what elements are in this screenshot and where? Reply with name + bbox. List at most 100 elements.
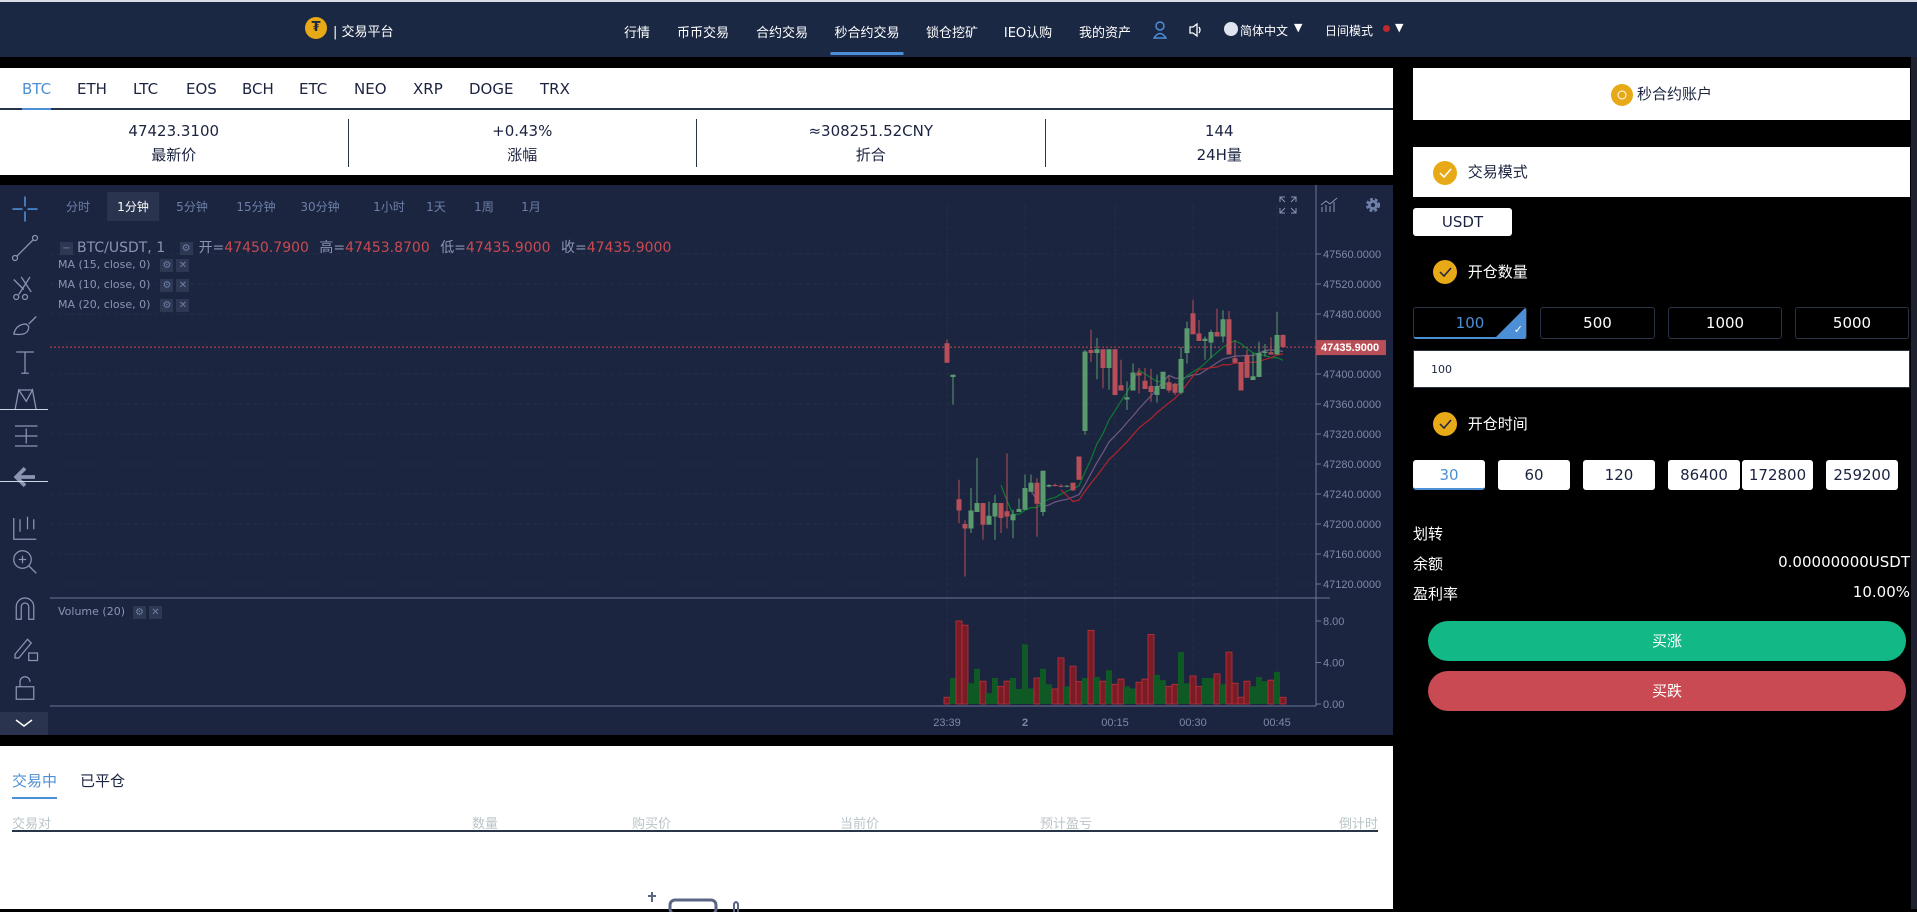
price-tick-label: 47400.0000: [1323, 369, 1381, 381]
coin-tab-doge[interactable]: DOGE: [469, 80, 514, 98]
crosshair-icon[interactable]: [10, 194, 40, 224]
amount-label: 开仓数量: [1467, 262, 1528, 281]
candle-body: [950, 374, 956, 377]
coin-tab-eth[interactable]: ETH: [77, 80, 107, 98]
interval-1w[interactable]: 1周: [474, 200, 494, 214]
tab-trading[interactable]: 交易中: [12, 770, 58, 799]
close-icon[interactable]: ✕: [149, 605, 162, 619]
time-option-259200[interactable]: 259200: [1826, 460, 1898, 490]
coin-tab-bch[interactable]: BCH: [242, 80, 274, 98]
close-icon[interactable]: ✕: [176, 298, 190, 312]
time-option-60[interactable]: 60: [1498, 460, 1570, 490]
volume-bar: [1250, 686, 1256, 704]
fullscreen-icon[interactable]: [1279, 196, 1297, 214]
sun-icon: [1383, 25, 1390, 32]
nav-spot[interactable]: 币币交易: [676, 26, 730, 41]
amount-option-5000[interactable]: 5000: [1795, 307, 1909, 339]
scrollbar[interactable]: [1911, 57, 1917, 909]
logo-icon[interactable]: ₮: [305, 17, 327, 39]
arrow-left-icon[interactable]: [10, 462, 40, 492]
interval-1mo[interactable]: 1月: [521, 200, 541, 214]
time-option-86400[interactable]: 86400: [1668, 460, 1740, 490]
time-option-172800[interactable]: 172800: [1742, 460, 1813, 490]
theme-toggle[interactable]: 日间模式: [1325, 24, 1374, 38]
coin-tab-trx[interactable]: TRX: [540, 80, 570, 98]
nav-contract[interactable]: 合约交易: [755, 26, 809, 41]
interval-1d[interactable]: 1天: [426, 200, 446, 214]
tab-closed[interactable]: 已平仓: [80, 772, 126, 790]
buy-up-button[interactable]: 买涨: [1428, 621, 1906, 661]
buy-down-button[interactable]: 买跌: [1428, 671, 1906, 711]
candle-body: [968, 510, 974, 529]
interval-30m[interactable]: 30分钟: [300, 200, 340, 214]
settings-gear-icon[interactable]: [1363, 195, 1383, 215]
close-label: 收=: [561, 240, 587, 256]
language-select[interactable]: 简体中文: [1240, 24, 1289, 38]
gear-icon[interactable]: ⚙: [160, 278, 174, 292]
toolbar-expand[interactable]: [0, 712, 48, 735]
nav-staking[interactable]: 锁仓挖矿: [925, 26, 979, 41]
price-chart[interactable]: 47560.0000 47520.0000 47480.0000 47400.0000…: [0, 185, 1393, 735]
amount-input[interactable]: 100: [1413, 350, 1910, 388]
gear-icon[interactable]: ⚙: [133, 605, 146, 619]
amount-section-title: 开仓数量: [1433, 260, 1528, 284]
balance-value: 0.00000000USDT: [1778, 553, 1910, 571]
brush-icon[interactable]: [10, 309, 40, 339]
gear-icon[interactable]: ⚙: [160, 298, 174, 312]
nav-market[interactable]: 行情: [623, 26, 651, 41]
chevron-down-icon: [15, 719, 33, 727]
candle-body: [1004, 511, 1010, 517]
volume-bar: [1178, 652, 1184, 704]
currency-usdt-button[interactable]: USDT: [1413, 208, 1512, 236]
interval-1m[interactable]: 1分钟: [107, 192, 159, 221]
selected-corner: [1496, 308, 1526, 337]
indicators-icon[interactable]: [1320, 197, 1338, 213]
trendline-icon[interactable]: [10, 233, 40, 263]
last-price-label: 47435.9000: [1321, 342, 1379, 354]
interval-time[interactable]: 分时: [65, 200, 91, 214]
brand-name[interactable]: | 交易平台: [333, 25, 394, 40]
volume-bar: [1274, 671, 1280, 704]
nav-second-contract[interactable]: 秒合约交易: [830, 22, 904, 55]
coin-tab-eos[interactable]: EOS: [186, 80, 217, 98]
pattern-icon[interactable]: [10, 385, 40, 415]
coin-tab-neo[interactable]: NEO: [354, 80, 387, 98]
gear-icon[interactable]: ⚙: [179, 241, 193, 255]
coin-tab-xrp[interactable]: XRP: [413, 80, 443, 98]
zoom-in-icon[interactable]: [10, 547, 40, 577]
candle-body: [1190, 313, 1196, 335]
indicator-ruler-icon[interactable]: [10, 513, 40, 543]
magnet-icon[interactable]: [10, 593, 40, 623]
amount-option-1000[interactable]: 1000: [1668, 307, 1782, 339]
lock-drawing-icon[interactable]: [10, 633, 40, 663]
time-section-title: 开仓时间: [1433, 412, 1528, 436]
coin-tab-etc[interactable]: ETC: [299, 80, 328, 98]
col-buy-price: 购买价: [632, 817, 672, 832]
close-icon[interactable]: ✕: [176, 258, 190, 272]
nav-ieo[interactable]: IEO认购: [1003, 26, 1053, 41]
amount-option-500[interactable]: 500: [1540, 307, 1655, 339]
text-tool-icon[interactable]: [10, 347, 40, 377]
interval-5m[interactable]: 5分钟: [176, 200, 208, 214]
collapse-icon[interactable]: −: [60, 241, 73, 255]
interval-1h[interactable]: 1小时: [373, 200, 405, 214]
speaker-icon[interactable]: [1188, 22, 1204, 38]
candle-body: [1112, 349, 1118, 395]
unlock-icon[interactable]: [10, 673, 40, 703]
measure-icon[interactable]: [10, 421, 40, 451]
time-option-120[interactable]: 120: [1583, 460, 1655, 490]
transfer-link[interactable]: 划转: [1413, 525, 1444, 543]
nav-assets[interactable]: 我的资产: [1078, 26, 1132, 41]
close-icon[interactable]: ✕: [176, 278, 190, 292]
coin-tab-ltc[interactable]: LTC: [133, 80, 159, 98]
volume-bar: [1057, 657, 1065, 705]
gear-icon[interactable]: ⚙: [160, 258, 174, 272]
pitchfork-icon[interactable]: [10, 272, 40, 302]
amount-option-100[interactable]: 100 ✓: [1413, 307, 1527, 339]
coin-tab-btc[interactable]: BTC: [22, 80, 52, 110]
user-icon[interactable]: [1153, 21, 1167, 39]
time-option-30[interactable]: 30: [1413, 460, 1485, 490]
interval-15m[interactable]: 15分钟: [236, 200, 276, 214]
candle-body: [992, 503, 998, 517]
chart-canvas[interactable]: 47560.0000 47520.0000 47480.0000 47400.0000…: [0, 185, 1393, 735]
